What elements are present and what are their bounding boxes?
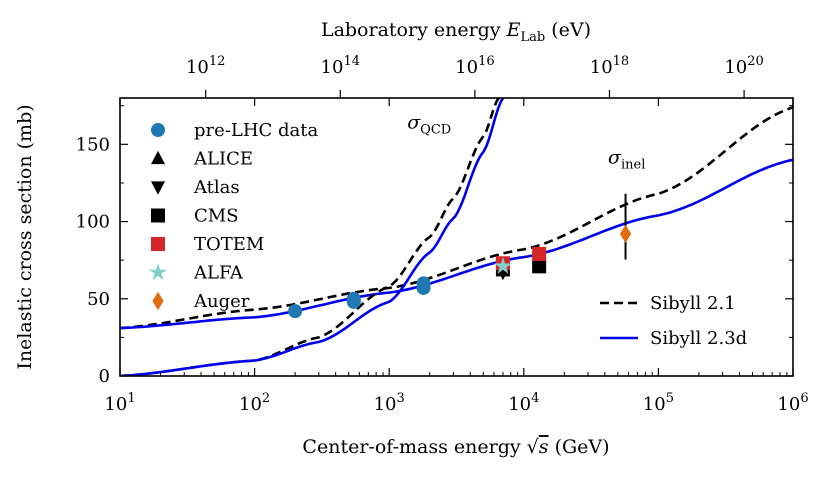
- legend-cms-label: CMS: [194, 206, 239, 227]
- pre-lhc-data-point: [346, 291, 361, 306]
- legend-alice-marker: [151, 150, 165, 165]
- legend-auger-marker: [152, 291, 164, 311]
- legend-alfa-marker: [149, 263, 167, 281]
- x-tick-label-3: 104: [508, 391, 539, 415]
- sigma-qcd-label: σQCD: [407, 112, 451, 138]
- curve-sibyll-2-1-inel: [120, 106, 793, 330]
- pre-lhc-data-point: [288, 304, 303, 319]
- x-tick-label-1: 102: [239, 391, 270, 415]
- legend-sibyll-2-1-label: Sibyll 2.1: [650, 293, 736, 314]
- curve-sibyll-2-3d-qcd: [120, 98, 505, 376]
- x-tick-label-2: 103: [374, 391, 405, 415]
- top-x-tick-label-0: 1012: [186, 54, 225, 78]
- sigma-inel-label: σinel: [608, 147, 645, 173]
- legend-atlas-label: Atlas: [193, 177, 240, 198]
- legend-cms-marker: [151, 208, 165, 223]
- alfa-point: [494, 256, 512, 274]
- x-tick-label-0: 101: [104, 391, 135, 415]
- marker-legend: pre-LHC data ALICE Atlas CMS TOTEM ALFA Auger: [149, 120, 318, 312]
- top-x-tick-label-4: 1020: [724, 54, 763, 78]
- legend-pre-lhc-data-label: pre-LHC data: [194, 120, 318, 141]
- top-axis-title: Laboratory energy ELab (eV): [321, 19, 591, 45]
- legend-sibyll-2-3d-label: Sibyll 2.3d: [650, 328, 747, 349]
- top-axis-unit: (eV): [545, 19, 591, 41]
- y-tick-label-3: 150: [76, 134, 110, 155]
- totem-point: [532, 246, 547, 261]
- sqrt-sign: √: [527, 436, 540, 458]
- x-tick-label-4: 105: [643, 391, 674, 415]
- x-axis-title: Center-of-mass energy √s (GeV): [302, 436, 609, 458]
- legend-alice-label: ALICE: [193, 149, 253, 170]
- pre-lhc-data-point: [416, 276, 431, 291]
- legend-alfa-label: ALFA: [193, 263, 244, 284]
- x-axis-unit: (GeV): [549, 436, 610, 458]
- e-lab-symbol: E: [506, 19, 521, 41]
- legend-totem-label: TOTEM: [194, 234, 264, 255]
- y-axis-title: Inelastic cross section (mb): [14, 104, 36, 369]
- top-axis-title-text: Laboratory energy: [321, 19, 507, 41]
- x-axis-title-text: Center-of-mass energy: [302, 436, 526, 458]
- y-tick-label-2: 100: [76, 212, 110, 233]
- y-tick-label-0: 0: [99, 366, 110, 387]
- sigma-qcd-subscript: QCD: [420, 123, 451, 138]
- legend-auger-label: Auger: [193, 291, 250, 312]
- sigma-inel-symbol: σ: [608, 147, 622, 169]
- sigma-qcd-symbol: σ: [407, 112, 421, 134]
- top-x-tick-label-1: 1014: [321, 54, 360, 78]
- cms-point: [532, 259, 547, 274]
- line-legend: Sibyll 2.1 Sibyll 2.3d: [600, 293, 747, 349]
- curve-sibyll-2-3d-inel: [120, 158, 793, 330]
- legend-atlas-marker: [151, 181, 165, 195]
- legend-pre-lhc-data-marker: [151, 123, 165, 137]
- y-tick-label-1: 50: [87, 289, 110, 310]
- e-lab-subscript: Lab: [520, 30, 545, 45]
- sigma-inel-subscript: inel: [621, 158, 645, 173]
- auger-point: [619, 224, 632, 244]
- top-x-tick-label-3: 1018: [590, 54, 629, 78]
- top-x-tick-label-2: 1016: [455, 54, 494, 78]
- sqrt-argument: s: [539, 436, 549, 458]
- plot-frame: [119, 97, 794, 377]
- x-tick-label-5: 106: [777, 391, 808, 415]
- legend-totem-marker: [151, 237, 165, 251]
